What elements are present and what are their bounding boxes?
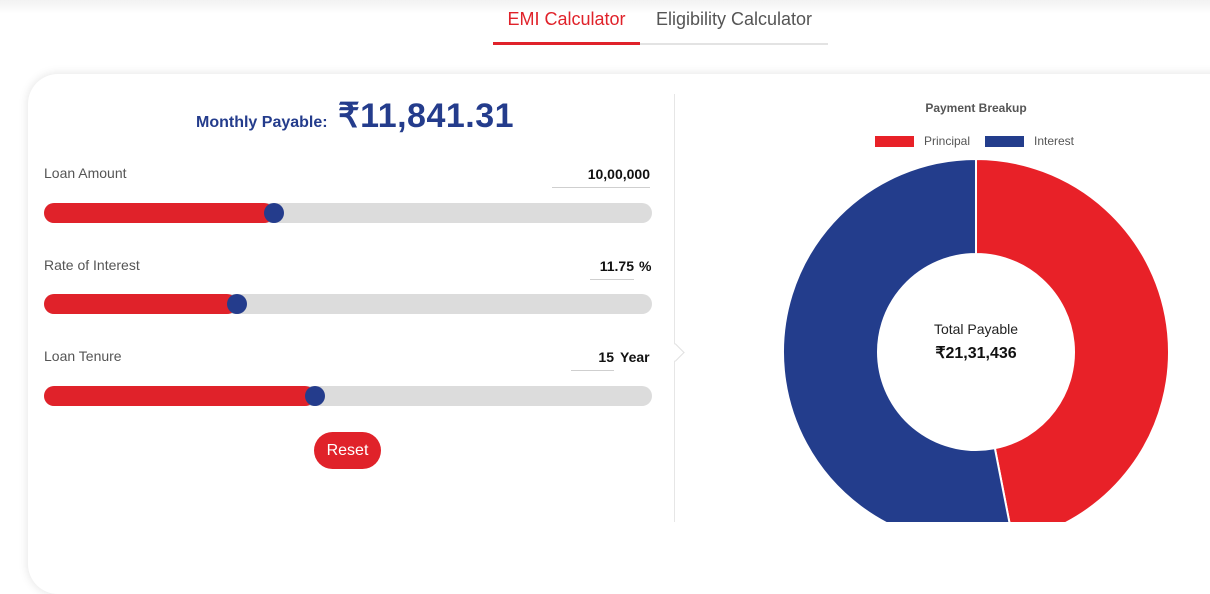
tabs-baseline (493, 43, 828, 45)
rate-of-interest-label: Rate of Interest (44, 257, 140, 273)
tab-eligibility-calculator[interactable]: Eligibility Calculator (640, 8, 828, 44)
calculator-tabs: EMI Calculator Eligibility Calculator (493, 0, 828, 46)
reset-button[interactable]: Reset (314, 432, 381, 469)
rate-slider-handle[interactable] (226, 294, 247, 314)
tenure-slider-handle[interactable] (304, 386, 325, 406)
total-payable-label: Total Payable (933, 321, 1019, 337)
rate-slider-fill (44, 294, 237, 314)
rate-unit: % (639, 258, 652, 274)
loan-tenure-label: Loan Tenure (44, 348, 122, 364)
monthly-payable-label: Monthly Payable: (196, 114, 328, 131)
tenure-slider-fill (44, 386, 315, 406)
donut-slice-interest[interactable] (782, 157, 1013, 522)
legend-interest-swatch (985, 136, 1024, 147)
donut-slice-principal[interactable] (975, 157, 1170, 522)
legend-principal-label[interactable]: Principal (924, 134, 971, 148)
payment-breakup-donut (782, 157, 1170, 522)
tenure-unit: Year (620, 349, 650, 365)
legend-principal-swatch (875, 136, 914, 147)
panel-divider (674, 94, 675, 522)
total-payable-value: ₹21,31,436 (935, 345, 1017, 362)
loan-amount-input[interactable]: 10,00,000 (552, 166, 650, 188)
loan-tenure-input[interactable]: 15 (571, 349, 614, 371)
top-shadow (0, 0, 1210, 14)
loan-amount-slider-handle[interactable] (263, 203, 284, 223)
loan-amount-slider-fill (44, 203, 274, 223)
chart-title: Payment Breakup (925, 101, 1027, 115)
loan-tenure-slider[interactable] (44, 386, 652, 406)
rate-of-interest-slider[interactable] (44, 294, 652, 314)
loan-amount-label: Loan Amount (44, 165, 127, 181)
tab-emi-label: EMI Calculator (507, 9, 626, 29)
active-tab-underline (493, 42, 640, 45)
tab-eligibility-label: Eligibility Calculator (655, 9, 813, 29)
monthly-payable-value: ₹11,841.31 (338, 97, 515, 135)
loan-amount-slider[interactable] (44, 203, 652, 223)
tab-emi-calculator[interactable]: EMI Calculator (493, 8, 640, 45)
monthly-payable: Monthly Payable: ₹11,841.31 (196, 96, 514, 136)
rate-of-interest-input[interactable]: 11.75 (590, 258, 634, 280)
legend-interest-label[interactable]: Interest (1034, 134, 1075, 148)
